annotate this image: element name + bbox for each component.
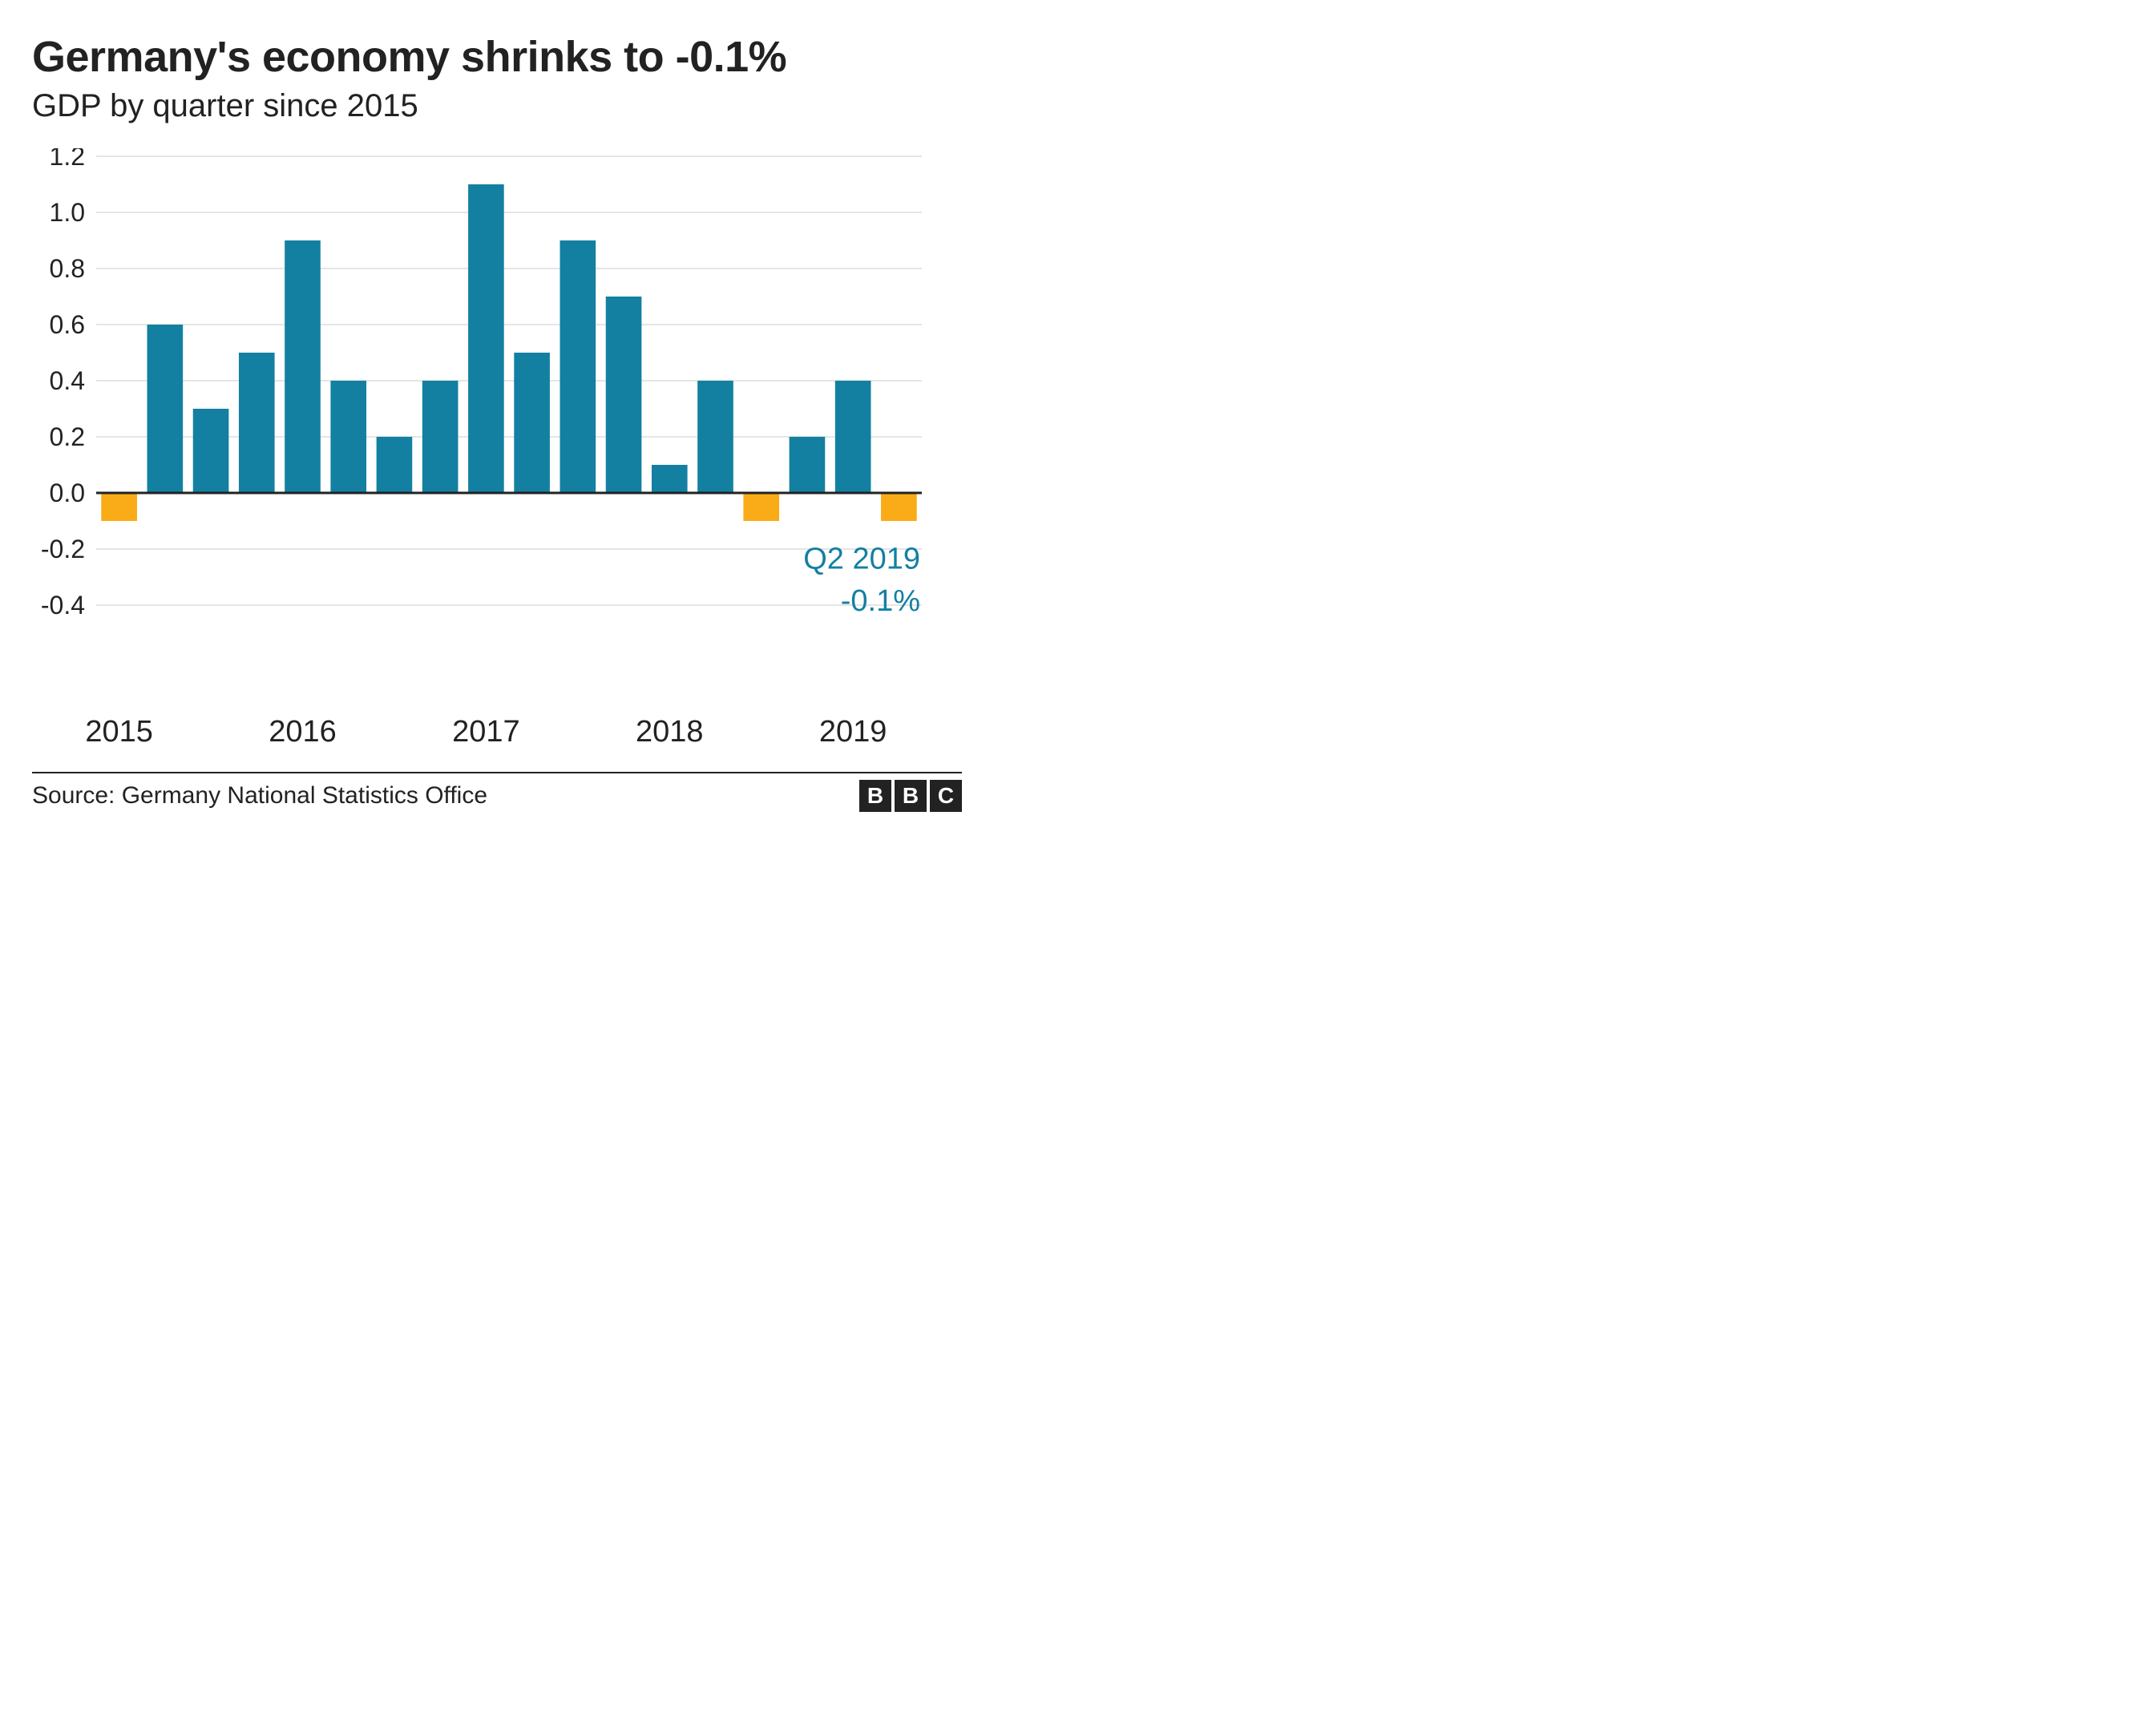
source-text: Source: Germany National Statistics Offi… [32,782,487,809]
bar-chart: -0.4 -0.2 0.0 0.2 0.4 0.6 0.8 1.0 1.2 2015 2016 201… [32,148,938,757]
y-tick-label: 0.2 [50,422,85,451]
bar [514,353,550,493]
y-tick-label: 0.4 [50,366,85,395]
x-year-label: 2019 [819,715,887,749]
bar [285,240,321,493]
bbc-logo-block: B [859,780,891,812]
bar [652,465,688,493]
chart-card: Germany's economy shrinks to -0.1% GDP b… [0,0,994,834]
bar [193,409,229,493]
x-year-label: 2018 [636,715,704,749]
y-tick-label: 1.0 [50,198,85,227]
bar [743,493,779,521]
y-tick-label: -0.4 [41,591,85,620]
y-tick-label: 0.0 [50,478,85,507]
bar [606,297,642,493]
bar [697,381,733,493]
chart-area: -0.4 -0.2 0.0 0.2 0.4 0.6 0.8 1.0 1.2 2015 2016 201… [32,148,962,757]
chart-title: Germany's economy shrinks to -0.1% [32,32,962,82]
footer-rule [32,772,962,773]
annotation-label: Q2 2019 [803,543,920,576]
annotation-value: -0.1% [841,584,920,618]
y-tick-label: -0.2 [41,535,85,563]
bar [147,325,184,493]
bar [330,381,366,493]
bbc-logo-block: B [895,780,927,812]
bbc-logo: BBC [859,780,962,812]
x-year-label: 2017 [452,715,520,749]
bar [881,493,917,521]
y-tick-label: 0.8 [50,254,85,283]
bar [239,353,275,493]
bar [790,437,826,493]
x-year-label: 2016 [269,715,337,749]
footer: Source: Germany National Statistics Offi… [32,780,962,818]
bar [422,381,459,493]
bbc-logo-block: C [930,780,962,812]
y-tick-label: 0.6 [50,310,85,339]
y-tick-label: 1.2 [50,148,85,171]
x-year-label: 2015 [85,715,153,749]
bar [468,184,504,493]
bar [101,493,137,521]
bar [560,240,596,493]
chart-subtitle: GDP by quarter since 2015 [32,88,962,124]
bar [835,381,871,493]
bar [377,437,413,493]
